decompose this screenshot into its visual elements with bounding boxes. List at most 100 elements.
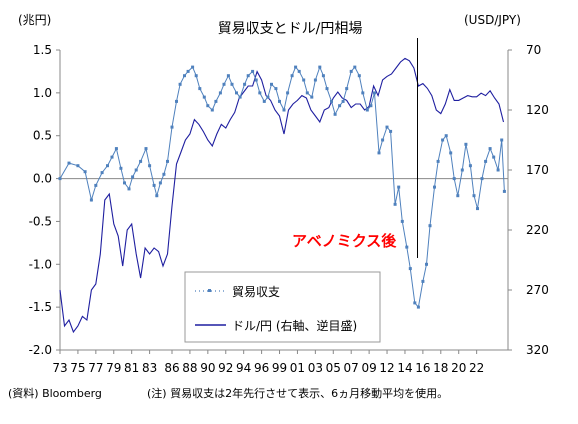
trade-balance-point: [297, 69, 301, 73]
trade-balance-point: [131, 175, 135, 179]
legend-usdjpy-label: ドル/円 (右軸、逆目盛): [232, 318, 357, 333]
left-tick-label: 1.5: [33, 43, 52, 57]
trade-balance-point: [357, 74, 361, 78]
x-tick-label: 99: [272, 361, 287, 375]
x-tick-label: 92: [218, 361, 233, 375]
footnote: (注) 貿易収支は2年先行させて表示、6ヵ月移動平均を使用。: [147, 386, 448, 400]
trade-balance-point: [89, 198, 93, 202]
right-tick-label: 320: [526, 343, 549, 357]
trade-balance-point: [369, 104, 373, 108]
trade-balance-point: [110, 155, 114, 159]
x-tick-label: 90: [200, 361, 215, 375]
trade-balance-point: [305, 91, 309, 95]
trade-balance-point: [183, 74, 186, 78]
legend: 貿易収支 ドル/円 (右軸、逆目盛): [184, 271, 381, 343]
x-tick-label: 81: [124, 361, 139, 375]
trade-balance-point: [313, 78, 317, 82]
trade-balance-point: [206, 104, 210, 108]
trade-balance-point: [441, 138, 445, 142]
trade-balance-point: [476, 207, 479, 211]
x-tick-label: 16: [415, 361, 430, 375]
trade-balance-point: [496, 168, 500, 172]
legend-trade-label: 貿易収支: [232, 285, 280, 299]
trade-balance-point: [119, 166, 123, 170]
trade-balance-point: [139, 159, 143, 163]
trade-balance-point: [468, 164, 472, 168]
trade-balance-point: [262, 99, 266, 103]
trade-balance-point: [460, 168, 464, 172]
trade-balance-point: [243, 82, 247, 86]
x-tick-label: 79: [106, 361, 121, 375]
trade-balance-point: [230, 82, 234, 86]
trade-balance-point: [416, 305, 420, 309]
trade-balance-point: [413, 301, 417, 305]
trade-balance-point: [333, 112, 337, 116]
chart-title: 貿易収支とドル/円相場: [218, 21, 363, 37]
trade-balance-point: [191, 65, 195, 69]
trade-balance-point: [433, 185, 436, 189]
x-tick-label: 18: [433, 361, 448, 375]
left-axis-unit: (兆円): [18, 13, 51, 27]
trade-balance-point: [302, 78, 306, 82]
trade-balance-point: [425, 262, 428, 266]
trade-balance-point: [238, 95, 242, 99]
trade-balance-point: [381, 138, 385, 142]
trade-balance-point: [338, 104, 342, 108]
trade-balance-point: [408, 267, 412, 271]
trade-balance-point: [235, 91, 238, 95]
trade-balance-point: [123, 181, 126, 185]
x-tick-label: 86: [164, 361, 179, 375]
right-tick-label: 70: [526, 43, 541, 57]
x-tick-label: 14: [397, 361, 412, 375]
series-trade-balance-line: [59, 65, 505, 309]
x-tick-label: 22: [469, 361, 484, 375]
x-tick-label: 01: [290, 361, 305, 375]
left-axis-ticks: 1.5 1.0 0.5 0.0 -0.5 -1.0 -1.5 -2.0: [29, 43, 60, 357]
trade-balance-point: [270, 82, 273, 86]
x-tick-label: 96: [254, 361, 269, 375]
trade-balance-point: [198, 87, 202, 91]
trade-balance-point: [421, 279, 425, 283]
trade-balance-point: [166, 159, 169, 163]
x-tick-label: 03: [308, 361, 323, 375]
trade-balance-point: [500, 138, 504, 142]
trade-balance-point: [373, 91, 376, 95]
trade-balance-point: [310, 95, 314, 99]
trade-balance-point: [385, 125, 389, 129]
trade-balance-point: [58, 177, 62, 181]
plot-axes: [59, 50, 509, 351]
trade-balance-point: [274, 87, 278, 91]
trade-balance-point: [202, 95, 206, 99]
series-usdjpy-line: [59, 57, 505, 334]
trade-balance-point: [436, 159, 440, 163]
trade-balance-point: [214, 99, 218, 103]
left-tick-label: 0.0: [33, 172, 52, 186]
right-axis-unit: (USD/JPY): [464, 13, 521, 27]
trade-balance-point: [155, 194, 159, 198]
trade-balance-point: [502, 189, 506, 193]
trade-balance-point: [361, 91, 365, 95]
series-trade-balance-markers: [58, 65, 506, 309]
trade-balance-point: [127, 187, 131, 191]
trade-balance-point: [83, 170, 87, 174]
left-tick-label: 0.5: [33, 129, 52, 143]
trade-balance-point: [278, 99, 281, 103]
x-tick-label: 05: [326, 361, 341, 375]
abenomics-annotation: アベノミクス後: [292, 232, 397, 250]
trade-balance-point: [405, 245, 409, 249]
trade-balance-point: [464, 142, 468, 146]
trade-balance-point: [286, 91, 290, 95]
x-tick-label: 09: [361, 361, 376, 375]
trade-balance-point: [444, 134, 448, 138]
trade-balance-point: [400, 219, 404, 223]
trade-balance-point: [152, 183, 156, 187]
trade-balance-point: [330, 99, 333, 103]
x-tick-label: 07: [344, 361, 359, 375]
trade-balance-point: [349, 69, 353, 73]
right-axis-ticks: 70 120 170 220 270 320: [508, 43, 549, 357]
trade-balance-point: [325, 87, 329, 91]
trade-balance-point: [397, 185, 401, 189]
trade-balance-point: [484, 159, 488, 163]
trade-balance-point: [472, 194, 476, 198]
trade-balance-point: [258, 91, 262, 95]
